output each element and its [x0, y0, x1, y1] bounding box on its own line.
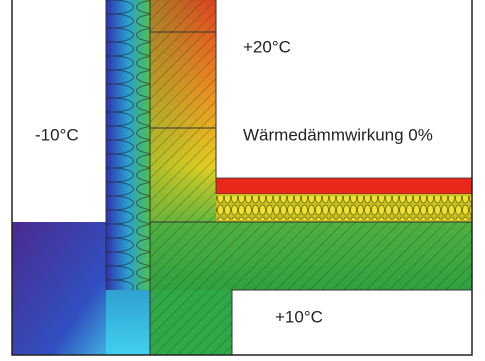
insulation-pattern: [106, 0, 150, 290]
slab-hatch: [150, 222, 472, 290]
insulation-effect: Wärmedämmwirkung 0%: [243, 125, 433, 144]
floor-screed: [216, 178, 472, 194]
thermal-bridge-diagram: +20°C -10°C Wärmedämmwirkung 0% +10°C: [0, 0, 485, 361]
ground: [12, 222, 106, 355]
wall-hatch: [150, 0, 216, 222]
basement-temperature: +10°C: [275, 307, 323, 326]
ground-corner: [106, 290, 150, 355]
floor-insulation-pattern: [216, 196, 472, 220]
outside-temperature: -10°C: [35, 125, 79, 144]
inside-temperature: +20°C: [243, 37, 291, 56]
foundation-hatch: [150, 290, 232, 355]
